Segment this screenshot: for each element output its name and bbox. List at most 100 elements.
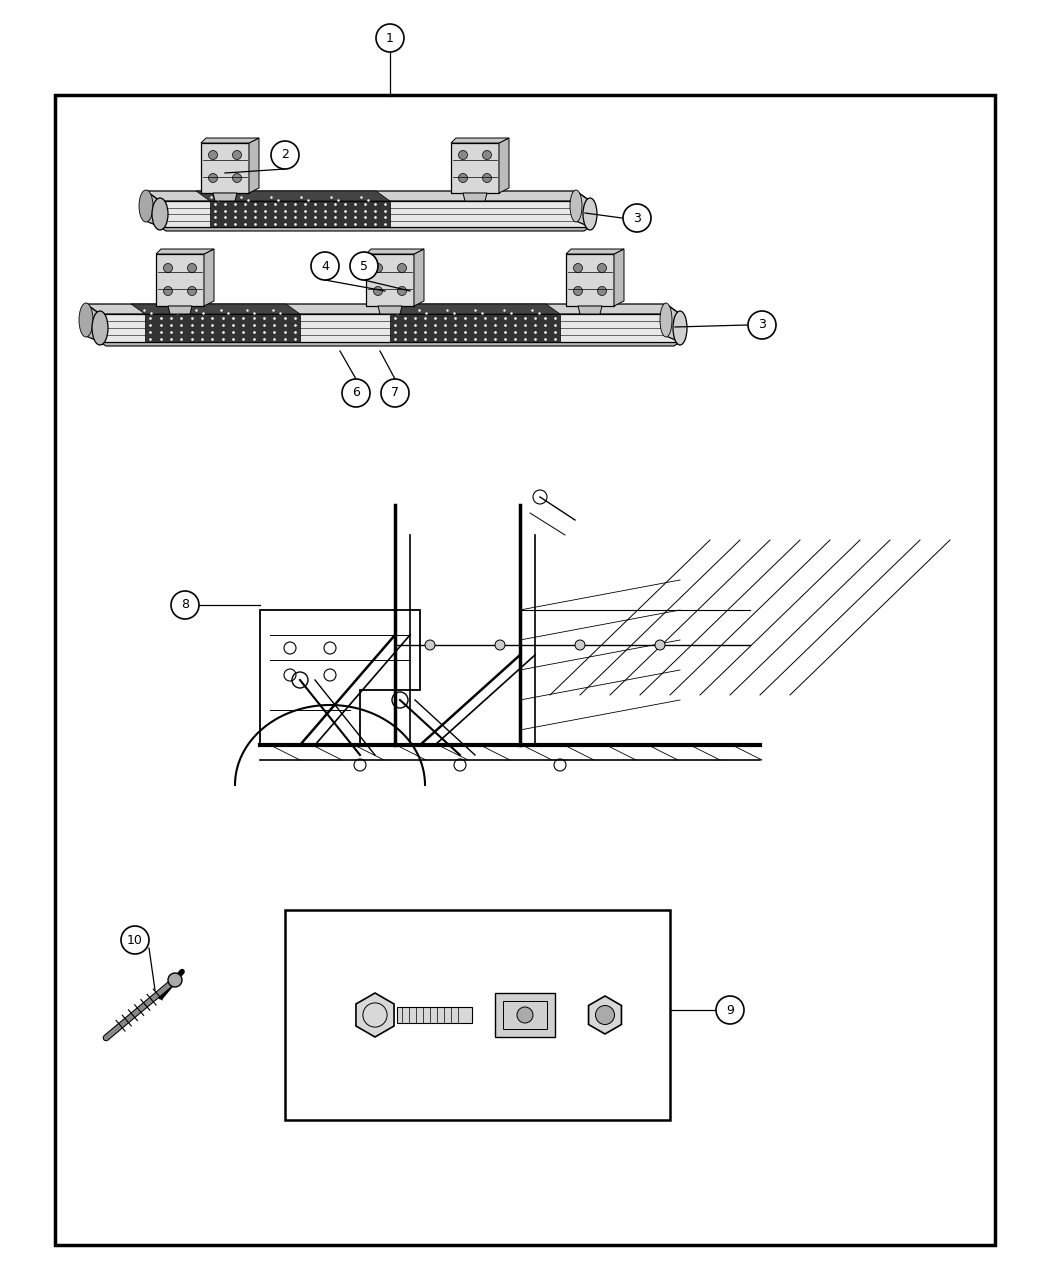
Polygon shape (201, 138, 259, 143)
Circle shape (597, 264, 607, 273)
Circle shape (188, 264, 196, 273)
Circle shape (232, 150, 242, 159)
Circle shape (342, 379, 370, 407)
Polygon shape (378, 306, 402, 314)
Bar (55, 96, 995, 1244)
Ellipse shape (92, 311, 108, 346)
Circle shape (188, 287, 196, 296)
Polygon shape (100, 342, 680, 346)
Polygon shape (196, 191, 390, 201)
Bar (285, 910, 670, 1119)
Ellipse shape (139, 190, 153, 222)
Polygon shape (414, 249, 424, 306)
Text: 8: 8 (181, 598, 189, 612)
Circle shape (575, 640, 585, 650)
Circle shape (374, 264, 382, 273)
Polygon shape (160, 227, 590, 231)
Circle shape (425, 640, 435, 650)
Polygon shape (168, 306, 192, 314)
Polygon shape (566, 254, 614, 306)
Ellipse shape (152, 198, 168, 230)
Text: 10: 10 (127, 933, 143, 946)
Polygon shape (499, 138, 509, 193)
Circle shape (381, 379, 410, 407)
Polygon shape (156, 249, 214, 254)
Circle shape (748, 311, 776, 339)
Polygon shape (210, 201, 390, 227)
Polygon shape (100, 314, 680, 342)
Polygon shape (390, 314, 560, 342)
Circle shape (398, 264, 406, 273)
Polygon shape (376, 303, 560, 314)
Polygon shape (213, 193, 237, 201)
Circle shape (597, 287, 607, 296)
Polygon shape (146, 191, 590, 201)
Circle shape (376, 24, 404, 52)
Circle shape (374, 287, 382, 296)
Circle shape (121, 926, 149, 954)
Circle shape (623, 204, 651, 232)
Circle shape (595, 1006, 614, 1025)
Ellipse shape (79, 303, 93, 337)
Bar (495, 993, 555, 1037)
Bar (503, 1001, 547, 1029)
Bar (397, 1007, 472, 1023)
Polygon shape (666, 303, 680, 342)
Circle shape (495, 640, 505, 650)
Circle shape (164, 264, 172, 273)
Text: 1: 1 (386, 32, 394, 45)
Text: 4: 4 (321, 260, 329, 273)
Text: 5: 5 (360, 260, 368, 273)
Circle shape (573, 287, 583, 296)
Circle shape (209, 173, 217, 182)
Polygon shape (160, 201, 590, 227)
Polygon shape (452, 138, 509, 143)
Polygon shape (145, 314, 300, 342)
Ellipse shape (673, 311, 687, 346)
Circle shape (271, 142, 299, 170)
Circle shape (398, 287, 406, 296)
Text: 7: 7 (391, 386, 399, 399)
Circle shape (350, 252, 378, 280)
Circle shape (459, 173, 467, 182)
Text: 6: 6 (352, 386, 360, 399)
Polygon shape (86, 303, 100, 342)
Circle shape (164, 287, 172, 296)
Polygon shape (576, 191, 590, 227)
Ellipse shape (660, 303, 672, 337)
Polygon shape (131, 303, 300, 314)
Circle shape (573, 264, 583, 273)
Circle shape (483, 150, 491, 159)
Ellipse shape (583, 198, 597, 230)
Circle shape (517, 1007, 533, 1023)
Circle shape (311, 252, 339, 280)
Circle shape (716, 996, 744, 1024)
Text: 3: 3 (633, 212, 640, 224)
Polygon shape (578, 306, 602, 314)
Text: 9: 9 (726, 1003, 734, 1016)
Text: 3: 3 (758, 319, 765, 332)
Polygon shape (366, 254, 414, 306)
Circle shape (171, 592, 200, 618)
Polygon shape (614, 249, 624, 306)
Polygon shape (452, 143, 499, 193)
Circle shape (459, 150, 467, 159)
Circle shape (232, 173, 242, 182)
Polygon shape (356, 993, 394, 1037)
Polygon shape (201, 143, 249, 193)
Circle shape (209, 150, 217, 159)
Ellipse shape (570, 190, 582, 222)
Polygon shape (86, 303, 680, 314)
Polygon shape (463, 193, 487, 201)
Polygon shape (249, 138, 259, 193)
Circle shape (483, 173, 491, 182)
Polygon shape (566, 249, 624, 254)
Polygon shape (589, 996, 622, 1034)
Polygon shape (156, 254, 204, 306)
Text: 2: 2 (281, 148, 289, 162)
Circle shape (655, 640, 665, 650)
Circle shape (168, 973, 182, 987)
Polygon shape (146, 191, 160, 227)
Polygon shape (366, 249, 424, 254)
Polygon shape (204, 249, 214, 306)
